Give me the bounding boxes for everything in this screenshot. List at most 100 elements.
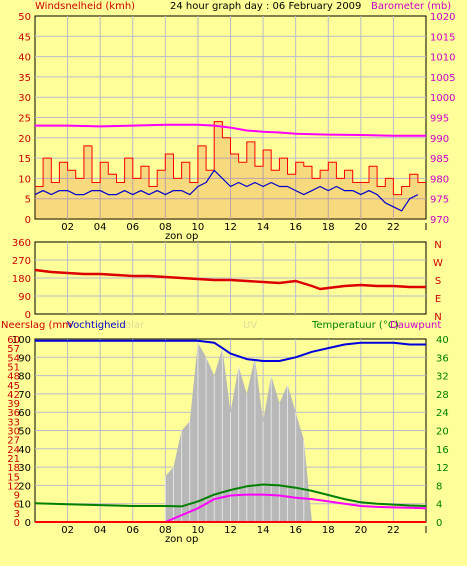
gust-bar — [124, 158, 133, 219]
barometer-line — [35, 123, 426, 137]
wind-y-tick-label: 50 — [18, 12, 31, 23]
wind-y-tick-label: 5 — [25, 195, 31, 206]
humidity-y-tick-label: 20 — [18, 481, 31, 492]
gust-bar — [344, 170, 353, 219]
gust-bar — [360, 182, 369, 219]
rain-y-tick-label: 15 — [7, 472, 20, 483]
wind-y-tick-label: 25 — [18, 114, 31, 125]
compass-label: W — [433, 258, 443, 269]
gust-bar — [92, 182, 101, 219]
wind-line — [34, 169, 419, 212]
humidity-y-tick-label: 60 — [18, 408, 31, 419]
barometer-y-tick-label: 985 — [430, 154, 449, 165]
chart-title: 24 hour graph day : 06 February 2009 — [170, 1, 362, 12]
gust-bar — [230, 154, 239, 219]
barometer-y-tick-label: 1010 — [430, 53, 455, 64]
humidity-y-tick-label: 40 — [18, 445, 31, 456]
rain-y-tick-label: 42 — [7, 390, 20, 401]
barometer-y-tick-label: 1005 — [430, 73, 455, 84]
rain-y-tick-label: 48 — [7, 372, 20, 383]
gust-bar — [352, 182, 361, 219]
compass-label: N — [434, 312, 441, 323]
rain-y-tick-label: 33 — [7, 417, 20, 428]
gust-bar — [51, 182, 60, 219]
rain-y-tick-label: 3 — [14, 509, 20, 520]
gust-bar — [83, 145, 93, 219]
humidity-y-tick-label: 50 — [18, 427, 31, 438]
climate-x-tick-label: 18 — [322, 525, 335, 536]
barometer-y-tick-label: 980 — [430, 174, 449, 185]
barometer-y-tick-label: 1000 — [430, 93, 455, 104]
climate-x-tick-label: 22 — [387, 525, 400, 536]
humidity-y-tick-label: 90 — [18, 353, 31, 364]
climate-x-tick-label: 08 — [159, 525, 172, 536]
sunrise-annotation: zon op — [165, 231, 198, 242]
gust-bar — [214, 121, 223, 219]
humidity-y-tick-label: 10 — [18, 500, 31, 511]
wind-speed-label: Windsnelheid (kmh) — [35, 1, 136, 12]
temperature-y-tick-label: 12 — [436, 463, 449, 474]
gust-bar — [116, 182, 125, 219]
gust-bar — [189, 182, 198, 219]
temperature-y-tick-label: 40 — [436, 335, 449, 346]
direction-y-tick-label: 180 — [12, 274, 31, 285]
wind-y-tick-label: 0 — [25, 215, 31, 226]
rain-y-tick-label: 27 — [7, 436, 20, 447]
gust-bar — [35, 186, 44, 219]
dewpoint-line — [35, 493, 427, 523]
temperature-label: Temperatuur (°C) — [312, 320, 399, 331]
wind-x-tick-label: I — [425, 222, 428, 233]
dewpoint-label: Dauwpunt — [390, 320, 442, 331]
climate-x-tick-label: 02 — [61, 525, 74, 536]
wind-x-tick-label: 18 — [322, 222, 335, 233]
gust-bar — [197, 145, 207, 219]
gust-bar — [181, 162, 190, 219]
rain-y-tick-label: 60 — [7, 335, 20, 346]
barometer-y-tick-label: 1020 — [430, 12, 455, 23]
uv-label: UV — [243, 320, 258, 331]
wind-x-tick-label: 10 — [192, 222, 205, 233]
wind-y-tick-label: 30 — [18, 93, 31, 104]
humidity-y-tick-label: 0 — [25, 518, 31, 529]
temperature-y-tick-label: 16 — [436, 445, 449, 456]
gust-bar — [377, 186, 386, 219]
climate-x-tick-label: 06 — [126, 525, 139, 536]
humidity-y-tick-label: 30 — [18, 463, 31, 474]
wind-x-tick-label: 04 — [94, 222, 107, 233]
barometer-y-tick-label: 990 — [430, 134, 449, 145]
gust-bar — [271, 170, 280, 219]
wind-x-tick-label: 22 — [387, 222, 400, 233]
temperature-y-tick-label: 36 — [436, 353, 449, 364]
climate-x-tick-label: 04 — [94, 525, 107, 536]
gust-bar — [295, 162, 304, 219]
wind-x-tick-label: 14 — [257, 222, 270, 233]
direction-y-tick-label: 0 — [25, 310, 31, 321]
wind-x-tick-label: 08 — [159, 222, 172, 233]
wind-y-tick-label: 40 — [18, 53, 31, 64]
wind-x-tick-label: 20 — [354, 222, 367, 233]
wind-x-tick-label: 12 — [224, 222, 237, 233]
humidity-y-tick-label: 100 — [12, 335, 31, 346]
gust-bar — [43, 158, 52, 219]
compass-label: S — [435, 276, 441, 287]
rain-y-tick-label: 6 — [14, 500, 20, 511]
gust-bar — [108, 174, 117, 219]
gust-bar — [173, 178, 182, 219]
gust-bar — [238, 162, 247, 219]
rain-y-tick-label: 30 — [7, 427, 20, 438]
sunrise-annotation: zon op — [165, 534, 198, 545]
rain-y-tick-label: 54 — [7, 353, 20, 364]
humidity-label: Vochtigheid — [67, 320, 126, 331]
wind-y-tick-label: 45 — [18, 32, 31, 43]
barometer-y-tick-label: 970 — [430, 215, 449, 226]
wind-y-tick-label: 15 — [18, 154, 31, 165]
rain-y-tick-label: 21 — [7, 454, 20, 465]
gust-bar — [149, 186, 158, 219]
gust-bar — [328, 162, 337, 219]
gust-bar — [67, 170, 76, 219]
gust-bar — [393, 194, 402, 219]
gust-bar — [417, 182, 426, 219]
barometer-y-tick-label: 995 — [430, 114, 449, 125]
rain-y-tick-label: 45 — [7, 381, 20, 392]
